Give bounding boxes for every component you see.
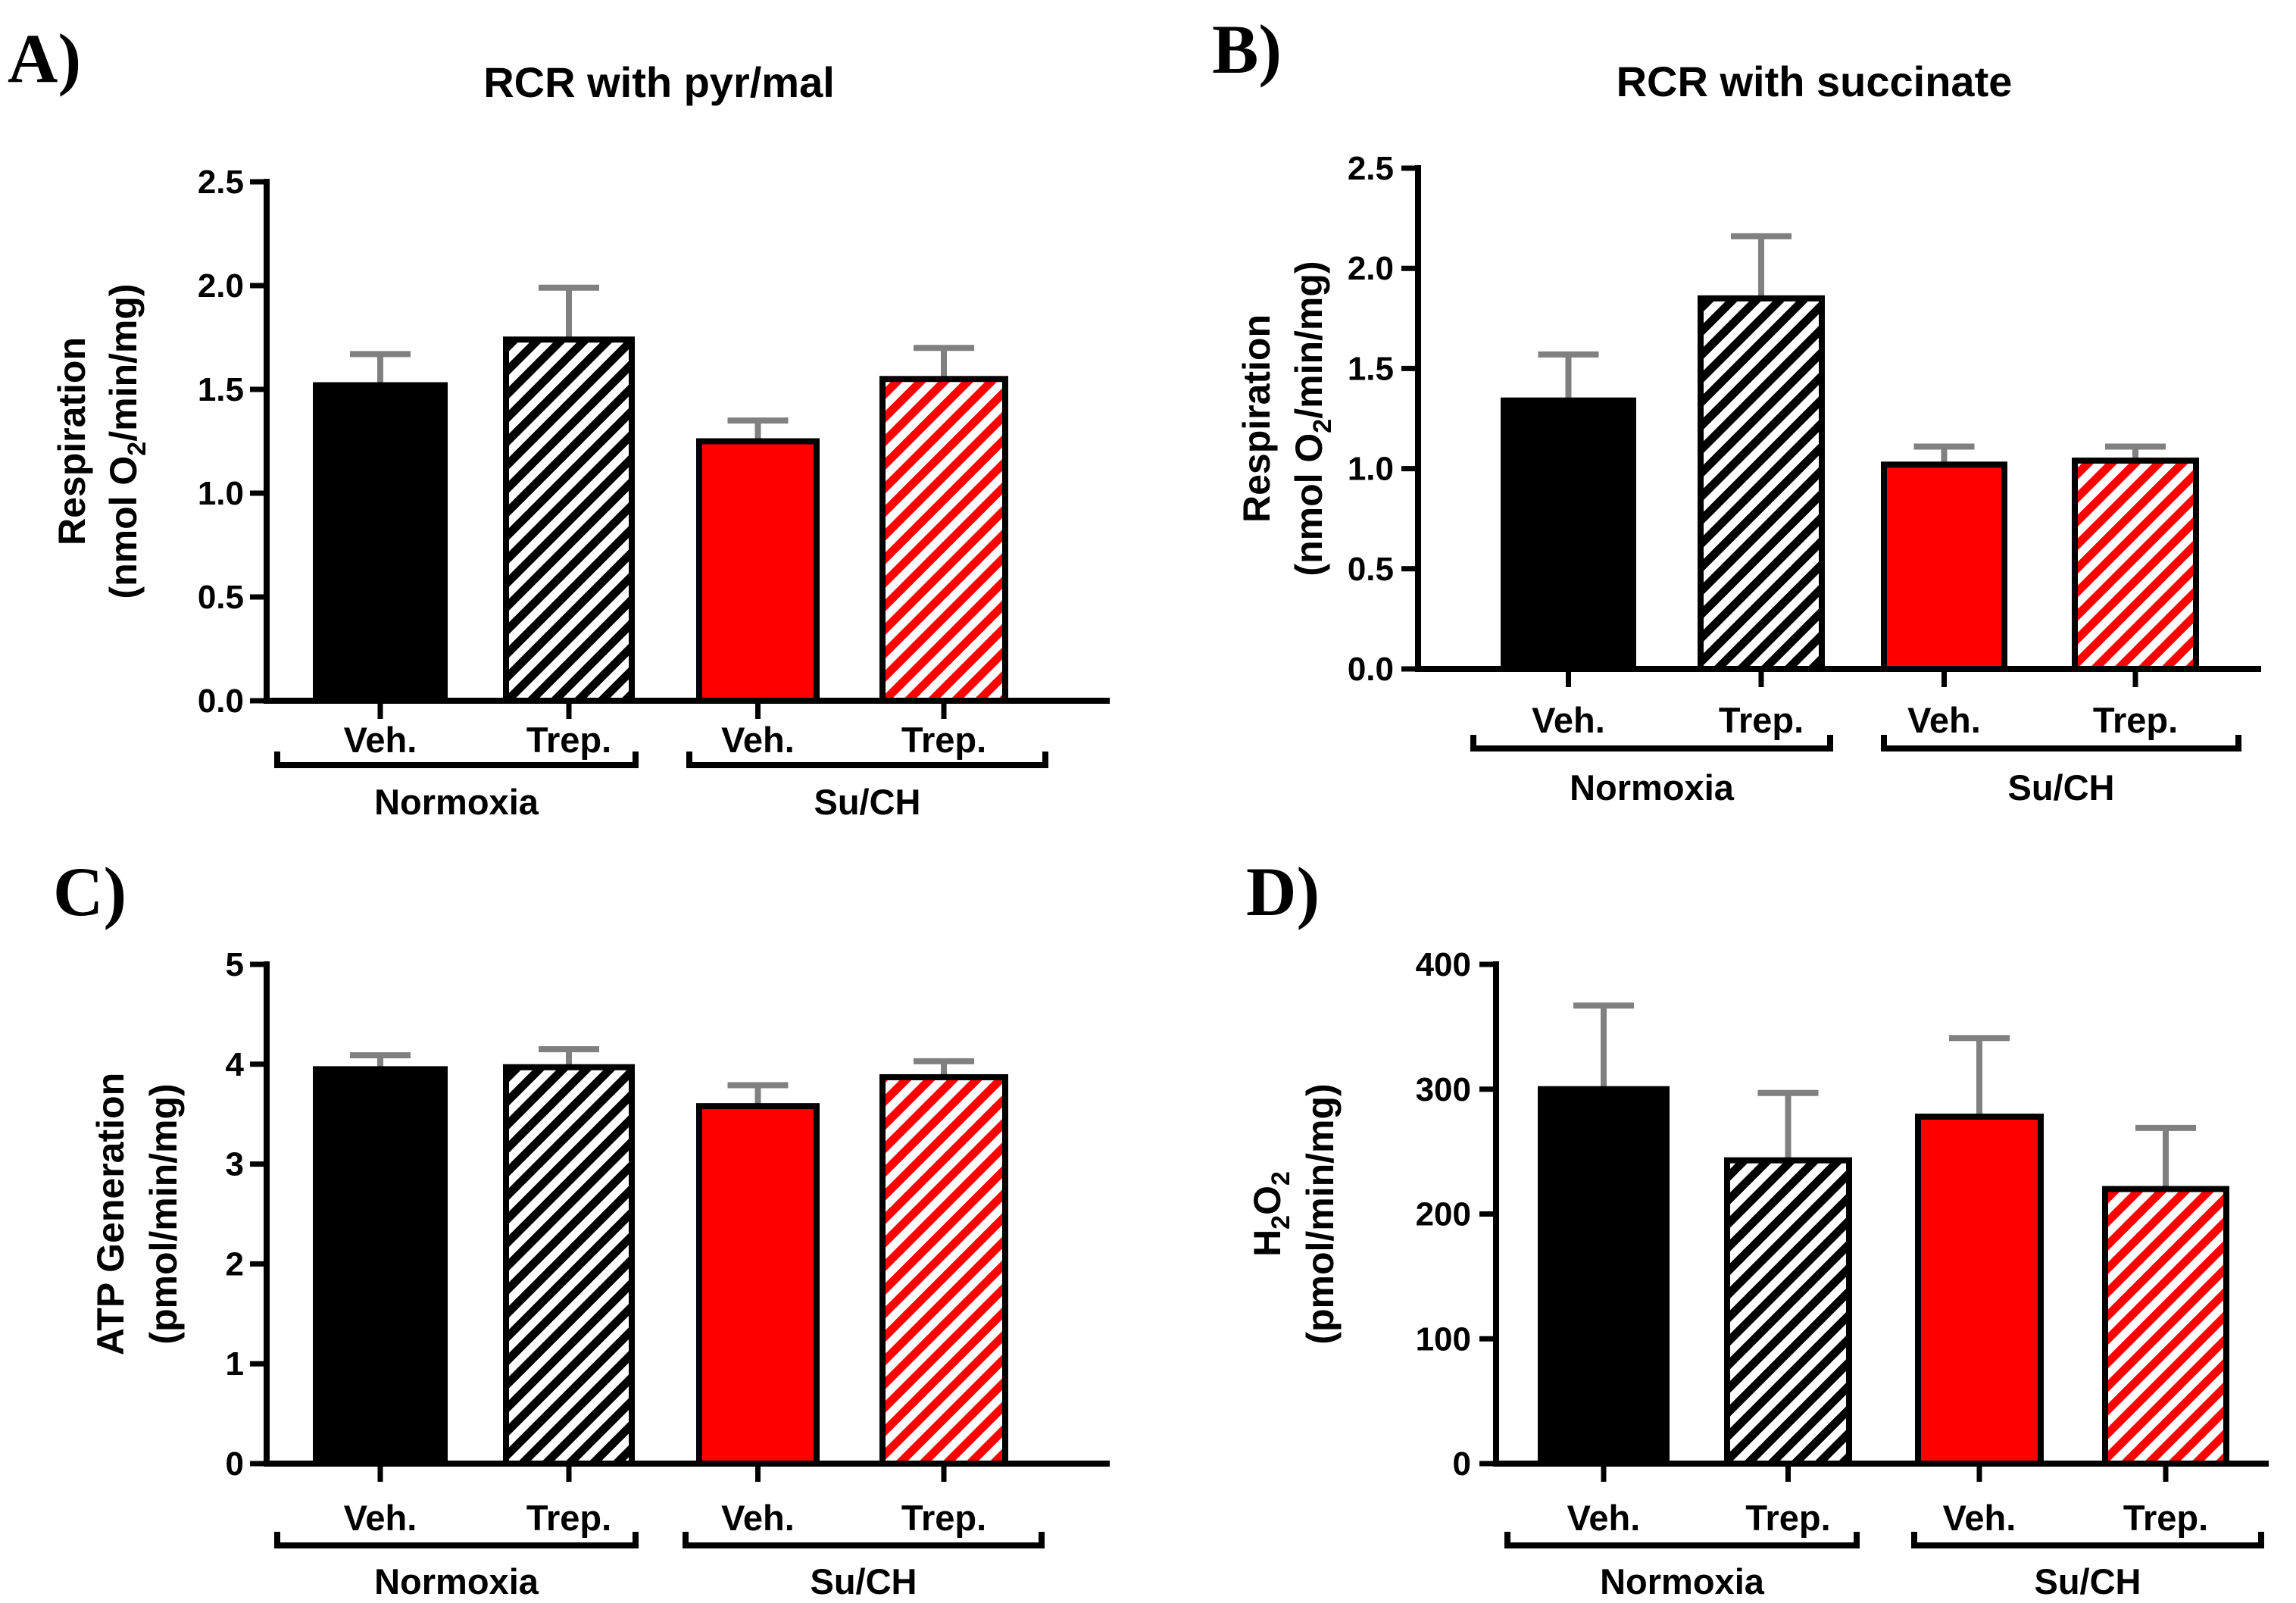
category-label: Trep. [1745, 1498, 1830, 1538]
panel-a: A) RCR with pyr/mal Respiration (nmol O2/mi… [8, 20, 1110, 822]
group-label: Su/CH [2008, 767, 2115, 808]
group-label: Normoxia [1600, 1561, 1765, 1601]
category-label: Trep. [526, 1498, 611, 1538]
y-tick-label: 3 [226, 1146, 244, 1183]
panel-b: B) RCR with succinate Respiration (nmol O2/… [1212, 11, 2261, 808]
group-label: Su/CH [814, 782, 921, 822]
bar [1501, 397, 1636, 672]
group-label: Su/CH [2035, 1561, 2141, 1601]
y-tick-label: 0.5 [198, 579, 244, 616]
group-bracket [686, 752, 1048, 768]
category-label: Veh. [1907, 700, 1981, 740]
bar [1538, 1086, 1670, 1467]
group-bracket [274, 1532, 639, 1548]
y-tick-label: 5 [226, 946, 244, 983]
bar [1724, 1157, 1852, 1467]
category-label: Trep. [2093, 700, 2178, 740]
bar [1698, 295, 1825, 672]
group-label: Normoxia [374, 1561, 539, 1601]
y-tick-label: 0.0 [198, 683, 244, 720]
group-bracket [274, 752, 639, 768]
bar [503, 336, 635, 704]
group-bracket [683, 1532, 1045, 1548]
category-label: Veh. [721, 720, 795, 760]
panel-label: D) [1246, 853, 1320, 930]
bar [503, 1064, 635, 1467]
bar [696, 1103, 820, 1467]
chart-title: RCR with succinate [1617, 58, 2013, 105]
y-axis-label: Respiration [51, 337, 93, 545]
y-tick-label: 0 [1453, 1445, 1471, 1483]
y-tick-label: 1.5 [1348, 350, 1394, 387]
bar [696, 438, 820, 704]
bar [879, 376, 1008, 704]
panel-label: A) [8, 20, 81, 97]
category-label: Veh. [344, 720, 417, 760]
group-label: Normoxia [1570, 767, 1735, 808]
category-label: Trep. [901, 1498, 986, 1538]
group-label: Normoxia [374, 782, 539, 822]
category-label: Veh. [1532, 700, 1605, 740]
y-axis-units: (pmol/min/mg) [1299, 1083, 1342, 1344]
y-tick-label: 2.0 [1348, 250, 1394, 287]
y-tick-label: 0 [226, 1445, 244, 1483]
panel-label: C) [53, 853, 127, 930]
y-tick-label: 0.5 [1348, 551, 1394, 588]
category-label: Trep. [526, 720, 611, 760]
y-tick-label: 400 [1416, 946, 1471, 983]
y-axis-label: ATP Generation [89, 1073, 132, 1355]
panel-d: D) H2O2 (pmol/min/mg) 0 100 200 300 400 Veh. Trep… [1246, 853, 2269, 1601]
panel-label: B) [1212, 11, 1282, 88]
y-tick-label: 200 [1416, 1196, 1471, 1233]
bar [2072, 458, 2199, 672]
y-tick-label: 300 [1416, 1071, 1471, 1108]
y-axis-label: Respiration [1235, 314, 1278, 523]
bar [313, 382, 448, 704]
category-label: Trep. [2123, 1498, 2208, 1538]
bar [313, 1066, 448, 1467]
bar [879, 1073, 1008, 1467]
bar [2102, 1186, 2229, 1467]
y-axis-label: H2O2 [1246, 1171, 1295, 1257]
bar [1881, 461, 2007, 672]
category-label: Veh. [344, 1498, 417, 1538]
chart-title: RCR with pyr/mal [483, 58, 835, 106]
y-tick-label: 0.0 [1348, 651, 1394, 688]
y-tick-label: 1.0 [198, 475, 244, 512]
y-axis-units: (pmol/min/mg) [142, 1083, 185, 1344]
group-label: Su/CH [811, 1561, 917, 1601]
y-tick-label: 1.5 [198, 371, 244, 408]
y-tick-label: 2.5 [198, 164, 244, 201]
group-bracket [1881, 735, 2241, 752]
y-tick-label: 1.0 [1348, 451, 1394, 488]
y-tick-label: 2.0 [198, 267, 244, 305]
panel-c: C) ATP Generation (pmol/min/mg) 0 1 2 3 4 5 Veh. T… [53, 853, 1110, 1601]
y-tick-label: 2 [226, 1245, 244, 1283]
group-bracket [1470, 735, 1833, 752]
group-bracket [1504, 1532, 1860, 1548]
y-tick-label: 4 [226, 1046, 245, 1083]
category-label: Veh. [721, 1498, 795, 1538]
category-label: Trep. [901, 720, 986, 760]
category-label: Veh. [1567, 1498, 1641, 1538]
category-label: Trep. [1719, 700, 1804, 740]
group-bracket [1911, 1532, 2264, 1548]
y-tick-label: 1 [226, 1345, 244, 1383]
bar [1915, 1113, 2044, 1467]
y-tick-label: 100 [1416, 1320, 1471, 1358]
y-tick-label: 2.5 [1348, 150, 1394, 187]
y-axis-units: (nmol O2/min/mg) [102, 283, 152, 598]
y-axis-units: (nmol O2/min/mg) [1288, 261, 1337, 576]
category-label: Veh. [1943, 1498, 2016, 1538]
